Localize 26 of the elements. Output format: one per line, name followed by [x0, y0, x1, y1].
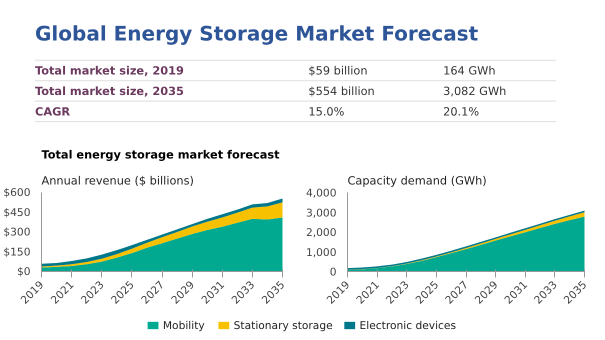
legend-label: Stationary storage [234, 319, 333, 332]
text: $59 billion [308, 64, 368, 78]
text: CAGR [35, 104, 70, 118]
text: 20.1% [443, 104, 480, 118]
text: $554 billion [308, 84, 375, 98]
chart-title: Total energy storage market forecast [42, 148, 280, 162]
y-tick-label: $300 [3, 226, 31, 238]
y-tick-label: $0 [16, 265, 31, 278]
text: 164 GWh [443, 64, 496, 78]
chart-subtitle: Annual revenue ($ billions) [42, 174, 194, 188]
chart-subtitle: Capacity demand (GWh) [348, 174, 487, 188]
y-tick-label: $600 [3, 186, 31, 199]
y-tick-label: $150 [3, 245, 31, 258]
text: Total market size, 2019 [35, 64, 184, 78]
y-tick-label: 1,000 [306, 246, 337, 259]
legend-label: Mobility [162, 319, 205, 332]
y-tick-label: 4,000 [306, 186, 337, 200]
legend-label: Electronic devices [360, 319, 456, 332]
y-tick-label: 0 [330, 266, 337, 278]
y-tick-label: 3,000 [306, 206, 337, 220]
text: 15.0% [308, 104, 345, 118]
text: Total market size, 2035 [35, 84, 184, 98]
text: 3,082 GWh [443, 84, 506, 98]
y-tick-label: $450 [3, 206, 31, 219]
y-tick-label: 2,000 [306, 226, 337, 239]
text: Global Energy Storage Market Forecast [35, 21, 479, 46]
